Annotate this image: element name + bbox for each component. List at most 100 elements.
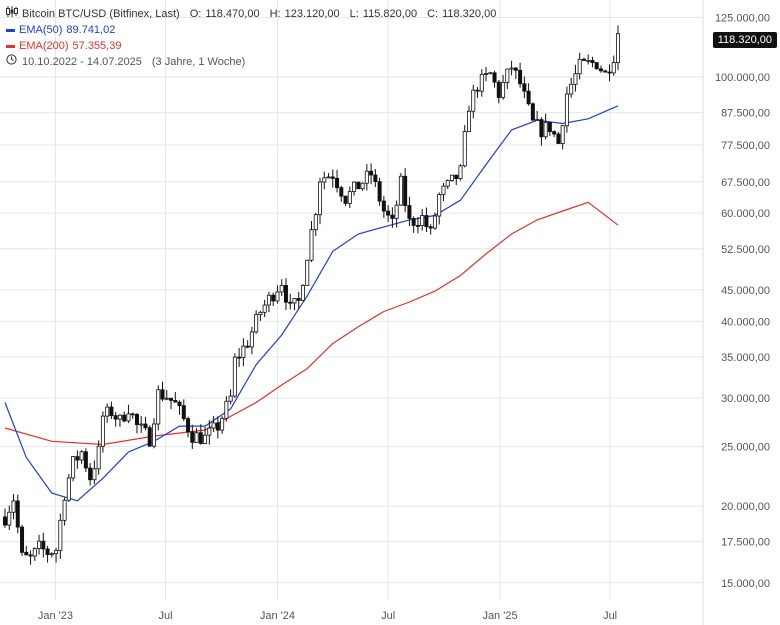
- candle-body: [318, 181, 323, 216]
- candle-body: [560, 125, 565, 144]
- x-tick-label: Jan '24: [260, 610, 295, 622]
- y-tick-label: 30.000,00: [721, 393, 770, 405]
- legend-ema50[interactable]: EMA(50) 89.741,02: [6, 22, 500, 38]
- candle: [445, 179, 450, 190]
- candle: [75, 450, 80, 469]
- candle-body: [424, 215, 429, 228]
- y-tick-label: 35.000,00: [721, 352, 770, 364]
- candle: [15, 494, 20, 534]
- candle: [330, 169, 335, 188]
- candle: [66, 474, 71, 503]
- candle-body: [126, 413, 131, 422]
- candle: [105, 403, 110, 423]
- candle: [37, 534, 42, 555]
- candle: [322, 171, 327, 190]
- candle: [139, 415, 144, 433]
- candle-body: [37, 540, 42, 549]
- candle-body: [105, 406, 110, 417]
- candle: [318, 177, 323, 225]
- candle-body: [203, 434, 208, 444]
- x-tick-label: Jan '23: [38, 610, 73, 622]
- candle-body: [539, 119, 544, 138]
- legend-date-range[interactable]: 10.10.2022 - 14.07.2025 (3 Jahre, 1 Woch…: [6, 54, 500, 70]
- candles: [3, 25, 621, 565]
- candle: [288, 293, 293, 310]
- candle-body: [598, 68, 603, 72]
- candle-body: [509, 67, 514, 70]
- candle: [49, 552, 54, 558]
- candle-body: [207, 427, 212, 436]
- candle-body: [113, 415, 118, 420]
- candle-body: [330, 176, 335, 179]
- candle-body: [501, 82, 506, 98]
- candle-body: [83, 451, 88, 469]
- candle-body: [11, 500, 16, 513]
- candle: [462, 125, 467, 168]
- candle: [471, 84, 476, 119]
- candlestick-icon: [6, 6, 18, 22]
- candle-body: [220, 417, 225, 431]
- candle-body: [454, 174, 459, 179]
- candle: [501, 74, 506, 100]
- candle-body: [603, 70, 608, 73]
- candle: [598, 65, 603, 73]
- candle: [156, 385, 161, 431]
- candle-body: [518, 69, 523, 85]
- candle-body: [28, 554, 33, 557]
- candle-body: [411, 218, 416, 226]
- candle-body: [471, 89, 476, 112]
- candle: [437, 192, 442, 225]
- close-value: 118.320,00: [442, 8, 497, 20]
- candle: [352, 181, 357, 196]
- candle-body: [369, 170, 374, 176]
- candle-body: [305, 259, 310, 286]
- candle-body: [160, 389, 165, 400]
- candle: [117, 414, 122, 427]
- legend-title-row: Bitcoin BTC/USD (Bitfinex, Last) O: 118.…: [6, 6, 500, 22]
- candle: [364, 164, 369, 191]
- candle-body: [390, 214, 395, 219]
- legend-ema200[interactable]: EMA(200) 57.355,39: [6, 38, 500, 54]
- candle-body: [3, 516, 8, 526]
- candle: [211, 415, 216, 433]
- candle: [45, 545, 50, 563]
- candle: [207, 420, 212, 445]
- candle-body: [262, 304, 267, 313]
- candle: [586, 54, 591, 65]
- candle-body: [564, 93, 569, 127]
- duration: (3 Jahre, 1 Woche): [151, 56, 246, 68]
- candle: [283, 278, 288, 311]
- candle: [488, 71, 493, 75]
- candle-body: [186, 418, 191, 433]
- candle: [79, 450, 84, 464]
- candle-body: [581, 58, 586, 61]
- candle: [113, 412, 118, 427]
- candle-body: [194, 432, 199, 443]
- open-value: 118.470,00: [205, 8, 260, 20]
- candle-body: [181, 405, 186, 420]
- candle-body: [449, 174, 454, 181]
- candle-body: [32, 548, 37, 557]
- candle: [577, 52, 582, 80]
- last-price-tag: 118.320,00: [712, 32, 777, 48]
- candle-body: [526, 90, 531, 105]
- candle-body: [139, 423, 144, 426]
- candle-body: [151, 423, 156, 447]
- candle: [194, 428, 199, 443]
- candle: [360, 182, 365, 191]
- candle-body: [258, 311, 263, 316]
- candle: [513, 67, 518, 80]
- ema200-line: [4, 201, 619, 446]
- candle: [420, 208, 425, 231]
- candle: [590, 56, 595, 68]
- candle-body: [249, 331, 254, 348]
- candle-body: [279, 284, 284, 293]
- y-tick-label: 125.000,00: [715, 12, 770, 24]
- candle-body: [88, 467, 93, 481]
- candle-body: [164, 397, 169, 400]
- candle-body: [58, 519, 63, 551]
- candle: [249, 326, 254, 355]
- ema50-label: EMA(50): [19, 24, 63, 36]
- candle: [126, 404, 131, 423]
